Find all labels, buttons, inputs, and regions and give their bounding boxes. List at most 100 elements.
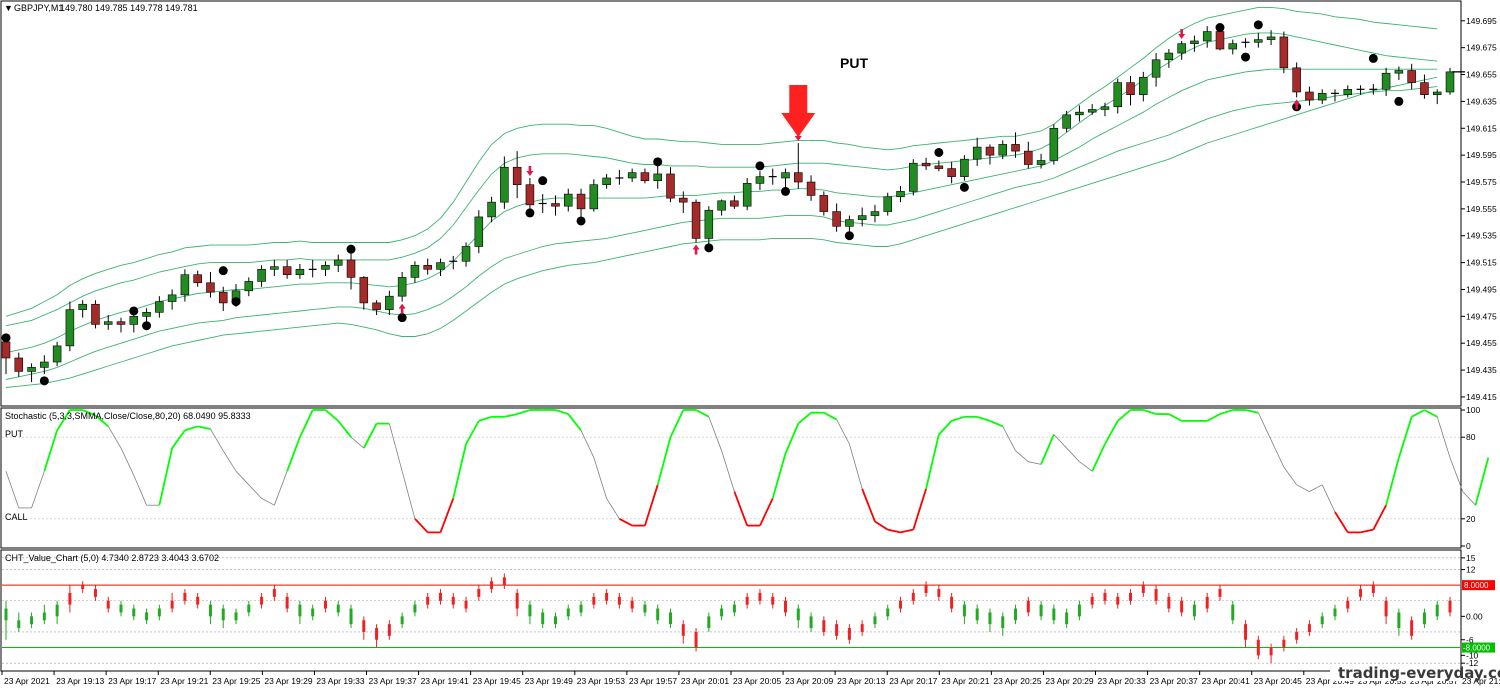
candle-bull	[653, 173, 662, 181]
stoch-segment	[1474, 457, 1490, 506]
candle-bull	[1381, 72, 1391, 90]
cht-bar	[1244, 624, 1248, 640]
stoch-segment	[900, 528, 914, 534]
cht-bar	[1001, 616, 1005, 629]
cht-bar	[541, 612, 545, 625]
cht-bar	[732, 604, 736, 613]
candle-bull	[909, 162, 918, 192]
candle-bull	[998, 144, 1008, 156]
cht-bar	[950, 596, 954, 609]
candle-bull	[180, 274, 190, 296]
stoch-segment	[1270, 439, 1285, 468]
stoch-segment	[1385, 457, 1400, 506]
cht-bar	[899, 600, 903, 609]
cht-bar	[490, 581, 494, 590]
cht-panel-frame	[0, 549, 1462, 672]
cht-bar	[183, 592, 187, 601]
stoch-segment	[1462, 491, 1476, 506]
candle-bull	[40, 361, 49, 368]
cht-bar	[643, 604, 647, 613]
signal-dot	[576, 216, 586, 226]
cht-bar	[1371, 585, 1375, 593]
cht-bar	[886, 608, 890, 617]
candle-bear	[1126, 82, 1135, 95]
candle-bull	[781, 172, 790, 179]
stoch-segment	[337, 420, 352, 438]
stoch-segment	[771, 453, 787, 499]
xtick-label: 23 Apr 20:09	[785, 676, 833, 686]
candle-bear	[1215, 31, 1225, 50]
cht-bar	[1320, 616, 1324, 625]
stoch-segment	[580, 430, 595, 458]
big-put-arrow	[781, 85, 816, 138]
signal-dot	[653, 157, 663, 167]
candle-bear	[218, 291, 228, 304]
candle-bull	[295, 269, 305, 275]
candle-bull	[155, 301, 164, 313]
stoch-segment	[363, 423, 378, 449]
stoch-segment	[1091, 443, 1106, 472]
candle-bull	[1266, 36, 1276, 40]
small-arrow-down	[526, 165, 534, 176]
stoch-segment	[797, 412, 812, 425]
candle-bear	[346, 259, 356, 278]
signal-label: PUT	[840, 55, 868, 71]
main-menu-triangle[interactable]: ▼	[4, 3, 13, 13]
xtick-label: 23 Apr 19:13	[56, 676, 104, 686]
stoch-segment	[593, 457, 607, 499]
cht-bar	[1026, 600, 1030, 613]
candle-bear	[1292, 67, 1301, 93]
cht-bar	[1129, 592, 1133, 601]
cht-bar	[1167, 596, 1171, 609]
cht-bar	[1090, 596, 1094, 605]
cht-header: CHT_Value_Chart (5,0) 4.7340 2.8723 3.40…	[5, 553, 219, 563]
stoch-segment	[452, 443, 467, 499]
stoch-segment	[184, 425, 198, 432]
cht-ytick-label: -10	[1466, 650, 1479, 660]
cht-bar	[1359, 589, 1363, 597]
xtick-label: 23 Apr 20:45	[1254, 676, 1302, 686]
candle-bull	[1394, 70, 1404, 74]
stoch-segment	[350, 436, 365, 449]
xtick-label: 23 Apr 21:01	[1462, 676, 1500, 686]
small-arrow-up	[1293, 99, 1301, 110]
candle-bear	[193, 274, 202, 284]
stoch-segment	[874, 520, 889, 531]
cht-ytick-label: 0.00	[1466, 611, 1483, 621]
main-header-ohlc: 149.780 149.785 149.778 149.781	[60, 3, 198, 13]
xtick-label: 23 Apr 20:41	[1202, 676, 1250, 686]
candle-bear	[423, 264, 432, 270]
cht-bar	[822, 620, 826, 632]
candle-bull	[52, 345, 62, 363]
stoch-segment	[555, 409, 569, 415]
candle-bull	[870, 211, 880, 216]
stoch-segment	[1206, 413, 1221, 422]
stoch-segment	[516, 409, 531, 415]
candle-bear	[1305, 91, 1314, 101]
cht-bar	[362, 620, 366, 632]
stoch-ytick-label: 80	[1466, 432, 1476, 442]
stoch-segment	[618, 518, 633, 527]
cht-bar	[937, 589, 941, 597]
stoch-segment	[1411, 409, 1425, 418]
candle-bull	[1254, 39, 1263, 43]
cht-bar	[196, 596, 200, 605]
stoch-segment	[887, 528, 901, 534]
cht-bar	[1218, 589, 1222, 597]
candle-bull	[129, 316, 139, 325]
candle-bull	[244, 281, 254, 292]
stoch-segment	[1002, 426, 1016, 451]
main-ytick-label: 149.555	[1466, 204, 1497, 214]
stoch-segment	[1257, 412, 1272, 441]
candle-bear	[819, 195, 829, 212]
stoch-ytick-label: 0	[1466, 541, 1471, 551]
cht-bar	[1410, 620, 1414, 636]
stoch-ytick-label: 100	[1466, 405, 1480, 415]
cht-bar	[835, 624, 839, 636]
signal-dot	[755, 161, 765, 171]
candle-bull	[257, 269, 266, 282]
stoch-segment	[1283, 466, 1297, 486]
cht-bar	[605, 592, 609, 601]
xtick-label: 23 Apr 19:49	[525, 676, 573, 686]
candle-bear	[1011, 144, 1020, 152]
